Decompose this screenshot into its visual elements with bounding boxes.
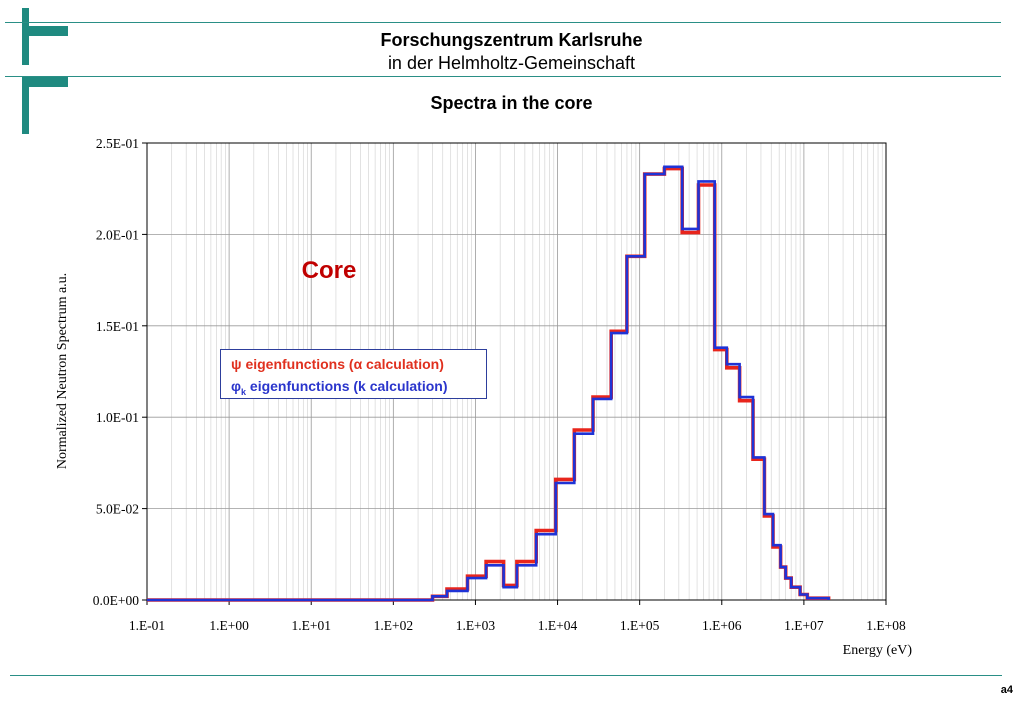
legend-text-phi: eigenfunctions (k calculation) xyxy=(246,378,448,394)
core-annotation: Core xyxy=(302,257,357,284)
plot-frame xyxy=(146,142,887,601)
y-tick-label: 2.5E-01 xyxy=(96,136,139,151)
institute-name: Forschungszentrum Karlsruhe xyxy=(380,30,643,50)
x-tick-label: 1.E+05 xyxy=(620,618,660,633)
footer-rule xyxy=(10,675,1002,676)
header-rule-top xyxy=(5,22,1001,23)
x-tick-label: 1.E+03 xyxy=(456,618,496,633)
institute-affiliation: in der Helmholtz-Gemeinschaft xyxy=(387,53,636,73)
y-tick-label: 1.5E-01 xyxy=(96,319,139,334)
y-tick-label: 0.0E+00 xyxy=(93,593,139,608)
y-axis-label: Normalized Neutron Spectrum a.u. xyxy=(55,273,70,469)
x-axis-label: Energy (eV) xyxy=(843,643,913,658)
header-rule-bottom xyxy=(5,76,1001,77)
series-line-k xyxy=(147,165,830,602)
y-tick-label: 5.0E-02 xyxy=(96,502,139,517)
chart-title: Spectra in the core xyxy=(430,93,593,113)
series-layer xyxy=(147,165,831,602)
logo-horizontal-bar-bottom xyxy=(22,77,68,87)
y-tick-label: 1.0E-01 xyxy=(96,410,139,425)
logo-vertical-bar-top xyxy=(22,8,29,65)
logo-vertical-bar-bottom xyxy=(22,77,29,134)
x-tick-label: 1.E+08 xyxy=(866,618,906,633)
x-tick-label: 1.E+06 xyxy=(702,618,742,633)
x-tick-label: 1.E+02 xyxy=(374,618,414,633)
x-tick-label: 1.E-01 xyxy=(129,618,165,633)
legend-subscript-phi: k xyxy=(241,386,247,397)
slide-number: a4 xyxy=(1000,684,1013,696)
tick-layer: 1.E-01 1.E+00 1.E+01 1.E+02 1.E+03 1.E+04 1.E+… xyxy=(93,136,906,633)
x-tick-label: 1.E+00 xyxy=(209,618,249,633)
chart-legend: ψ eigenfunctions (α calculation) φk eige… xyxy=(220,349,487,399)
legend-text-psi: eigenfunctions (α calculation) xyxy=(241,356,444,372)
x-tick-label: 1.E+07 xyxy=(784,618,824,633)
legend-entry-phi: φk eigenfunctions (k calculation) xyxy=(231,375,486,397)
y-tick-label: 2.0E-01 xyxy=(96,227,139,242)
legend-entry-psi: ψ eigenfunctions (α calculation) xyxy=(231,353,486,375)
legend-symbol-psi: ψ xyxy=(231,356,242,372)
logo-horizontal-bar-top xyxy=(22,26,68,36)
x-tick-label: 1.E+01 xyxy=(291,618,331,633)
legend-symbol-phi: φ xyxy=(231,378,242,394)
x-tick-label: 1.E+04 xyxy=(538,618,578,633)
